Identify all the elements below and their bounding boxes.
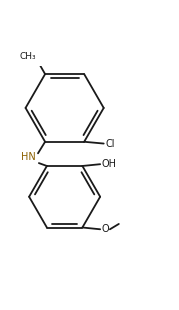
Text: OH: OH [102,159,117,169]
Text: CH₃: CH₃ [20,52,36,61]
Text: O: O [102,224,110,234]
Text: Cl: Cl [105,139,115,148]
Text: HN: HN [21,153,36,162]
